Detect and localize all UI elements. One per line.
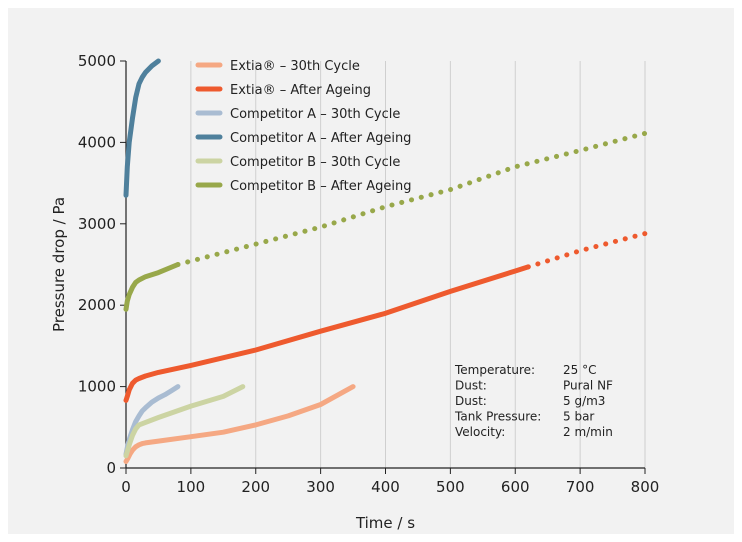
condition-value: 5 g/m3 bbox=[563, 394, 605, 408]
axes: 0 1000 2000 3000 4000 5000 0 100 200 300 400 500 600… bbox=[78, 52, 660, 496]
series-line-4 bbox=[123, 58, 161, 198]
x-tick-label: 0 bbox=[121, 478, 131, 496]
x-tick-label: 200 bbox=[241, 478, 270, 496]
x-tick-label: 300 bbox=[306, 478, 335, 496]
condition-value: 25 °C bbox=[563, 363, 596, 377]
x-tick-label: 600 bbox=[501, 478, 530, 496]
y-tick-label: 1000 bbox=[78, 378, 116, 396]
y-tick-label: 0 bbox=[106, 459, 116, 477]
grid-lines bbox=[190, 61, 646, 468]
legend-label-3: Competitor A – 30th Cycle bbox=[230, 107, 400, 122]
condition-label: Temperature: bbox=[454, 363, 535, 377]
series-extrapolation-2 bbox=[525, 231, 648, 270]
condition-label: Dust: bbox=[455, 394, 487, 408]
series-line-1 bbox=[123, 384, 356, 464]
series-line-2 bbox=[123, 264, 531, 403]
y-tick-label: 2000 bbox=[78, 296, 116, 314]
pressure-drop-chart: 0 1000 2000 3000 4000 5000 0 100 200 300 400 500 600… bbox=[50, 52, 660, 532]
chart-panel: 0 1000 2000 3000 4000 5000 0 100 200 300 400 500 600… bbox=[8, 8, 734, 534]
series-lines bbox=[123, 58, 648, 464]
y-tick-label: 5000 bbox=[78, 52, 116, 70]
test-conditions: Temperature: 25 °C Dust: Pural NF Dust: 5 g/m… bbox=[454, 363, 613, 439]
y-tick-label: 3000 bbox=[78, 215, 116, 233]
x-tick-label: 700 bbox=[566, 478, 595, 496]
x-axis-title: Time / s bbox=[355, 514, 415, 532]
legend-label-1: Extia® – 30th Cycle bbox=[230, 59, 360, 74]
legend-label-6: Competitor B – After Ageing bbox=[230, 179, 411, 194]
condition-label: Dust: bbox=[455, 379, 487, 393]
condition-label: Tank Pressure: bbox=[454, 410, 541, 424]
series-line-6 bbox=[123, 262, 181, 312]
legend-label-5: Competitor B – 30th Cycle bbox=[230, 155, 400, 170]
x-tick-label: 500 bbox=[436, 478, 465, 496]
x-tick-label: 400 bbox=[371, 478, 400, 496]
x-tick-label: 800 bbox=[631, 478, 660, 496]
condition-value: 2 m/min bbox=[563, 425, 613, 439]
series-line-5 bbox=[123, 384, 246, 459]
condition-value: 5 bar bbox=[563, 410, 594, 424]
condition-label: Velocity: bbox=[455, 425, 505, 439]
series-extrapolation-6 bbox=[175, 130, 648, 267]
legend-label-2: Extia® – After Ageing bbox=[230, 83, 371, 98]
legend: Extia® – 30th Cycle Extia® – After Ageing… bbox=[195, 59, 411, 194]
x-tick-label: 100 bbox=[177, 478, 206, 496]
y-axis-title: Pressure drop / Pa bbox=[50, 197, 68, 332]
legend-label-4: Competitor A – After Ageing bbox=[230, 131, 411, 146]
condition-value: Pural NF bbox=[563, 379, 613, 393]
y-tick-label: 4000 bbox=[78, 133, 116, 151]
